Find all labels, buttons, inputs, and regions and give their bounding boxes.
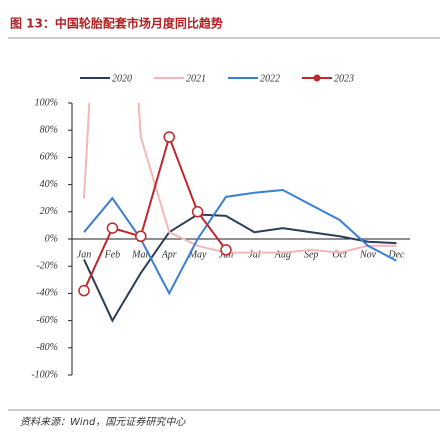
series-line (83, 213, 397, 323)
series-line (83, 103, 397, 254)
point (106, 222, 119, 234)
legend-label: 2022 (260, 73, 280, 84)
x-tick-label: May (188, 249, 207, 260)
x-tick-label: Aug (274, 249, 291, 260)
point (220, 244, 232, 256)
x-tick-label: Mar (131, 249, 149, 260)
y-tick-label: -20% (36, 260, 58, 271)
y-tick-label: 60% (40, 152, 58, 163)
x-tick-label: Feb (104, 249, 121, 260)
series-line (83, 133, 227, 292)
legend-label: 2023 (334, 73, 354, 84)
y-tick-label: 20% (40, 206, 58, 217)
y-tick-label: -100% (31, 369, 58, 380)
x-tick-label: Jan (77, 249, 91, 260)
chart-title: 图 13：中国轮胎配套市场月度同比趋势 (10, 16, 223, 31)
series-line (83, 189, 397, 296)
point (163, 131, 175, 143)
y-tick-label: -80% (36, 342, 58, 353)
y-tick-label: 80% (40, 124, 58, 135)
y-tick-label: 40% (40, 179, 58, 190)
point (135, 230, 147, 243)
source: 资料来源：Wind，国元证券研究中心 (20, 416, 186, 428)
point (78, 284, 90, 297)
x-tick-label: Apr (161, 249, 177, 260)
y-tick-label: 100% (35, 97, 58, 108)
legend-marker (313, 74, 321, 82)
plot-area (78, 103, 397, 323)
point (191, 206, 204, 218)
x-tick-label: Dec (387, 249, 405, 260)
y-tick-label: -60% (36, 315, 58, 326)
legend-label: 2020 (112, 73, 132, 84)
x-tick-label: Nov (359, 249, 377, 260)
legend-label: 2021 (186, 73, 206, 84)
y-tick-label: 0% (45, 233, 58, 244)
x-tick-label: Jul (248, 249, 260, 260)
x-tick-label: Oct (332, 249, 347, 260)
y-tick-label: -40% (36, 288, 58, 299)
x-tick-label: Sep (304, 249, 318, 260)
